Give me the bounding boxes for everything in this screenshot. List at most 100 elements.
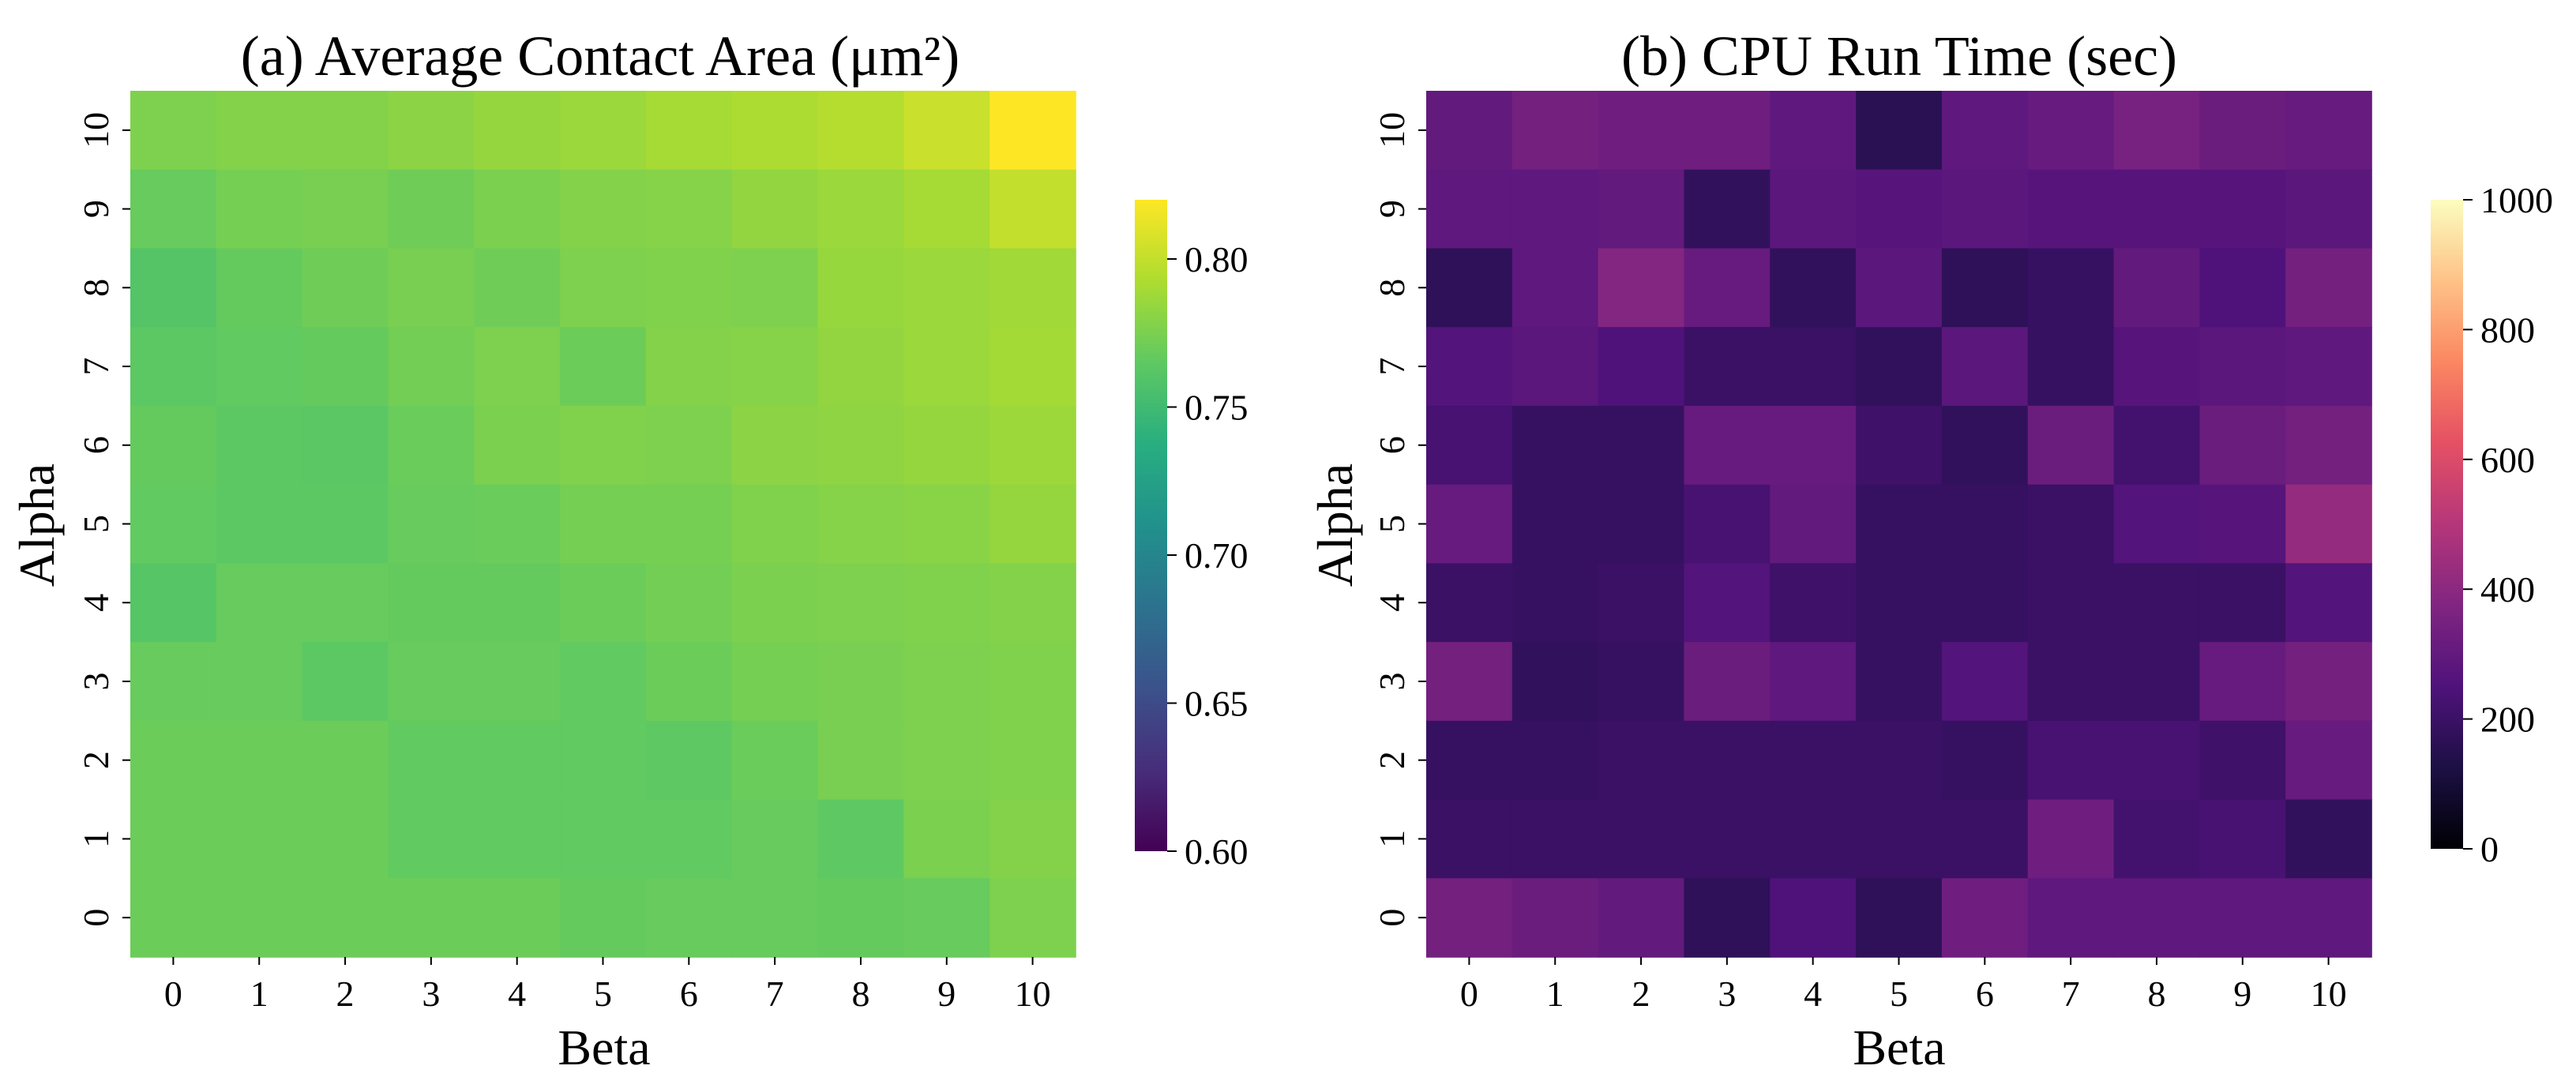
heatmap-cell xyxy=(1856,720,1943,801)
heatmap-cell xyxy=(2113,169,2201,250)
heatmap-cell xyxy=(731,91,819,171)
colorbar-tick-label: 0.65 xyxy=(1185,684,1249,724)
heatmap-cell xyxy=(2027,327,2115,407)
x-axis-label: Beta xyxy=(1853,1019,1945,1075)
y-tick-label: 10 xyxy=(76,112,116,148)
heatmap-cell xyxy=(1856,799,1943,880)
x-tick-label: 8 xyxy=(2147,974,2165,1014)
x-tick-label: 1 xyxy=(250,974,268,1014)
heatmap-cell xyxy=(1770,878,1857,958)
cpu-run-time-panel: (b) CPU Run Time (sec) 0 1 2 3 4 5 6 7 8 9 10 1098… xyxy=(1307,24,2553,1075)
heatmap-cell xyxy=(2199,720,2286,801)
heatmap-cell xyxy=(474,878,561,958)
heatmap-cell xyxy=(302,248,389,328)
y-tick-label: 8 xyxy=(76,279,116,297)
heatmap-cell xyxy=(1511,484,1599,565)
heatmap-cell xyxy=(1511,91,1599,171)
heatmap-cell xyxy=(645,405,733,486)
x-tick-label: 6 xyxy=(1976,974,1994,1014)
heatmap-cell xyxy=(2027,799,2115,880)
heatmap-cell xyxy=(1511,642,1599,722)
heatmap-cell xyxy=(645,248,733,328)
x-tick-label: 2 xyxy=(336,974,355,1014)
heatmap-cell xyxy=(645,878,733,958)
colorbar-tick-label: 400 xyxy=(2480,569,2535,610)
colorbar xyxy=(1135,200,1167,851)
heatmap-cell xyxy=(989,563,1076,643)
heatmap-cell xyxy=(1856,642,1943,722)
y-tick-label: 2 xyxy=(1372,751,1412,769)
heatmap-cell xyxy=(560,248,647,328)
heatmap-cell xyxy=(731,878,819,958)
heatmap-cell xyxy=(989,878,1076,958)
heatmap-cell xyxy=(1598,563,1685,643)
heatmap-cell xyxy=(216,484,303,565)
heatmap-cell xyxy=(388,799,475,880)
heatmap-cell xyxy=(302,327,389,407)
heatmap-cell xyxy=(989,327,1076,407)
heatmap-cell xyxy=(1684,327,1771,407)
heatmap-cell xyxy=(1770,642,1857,722)
heatmap-cell xyxy=(2113,642,2201,722)
heatmap-cell xyxy=(2113,563,2201,643)
heatmap-cell xyxy=(130,91,217,171)
colorbar-tick-label: 800 xyxy=(2480,310,2535,350)
heatmap-cell xyxy=(1426,327,1513,407)
heatmap-cell xyxy=(989,405,1076,486)
heatmap-cell xyxy=(560,91,647,171)
heatmap-cell xyxy=(903,327,990,407)
heatmap-cell xyxy=(474,91,561,171)
y-tick-label: 8 xyxy=(1372,279,1412,297)
y-tick-label: 1 xyxy=(1372,830,1412,848)
heatmap-cell xyxy=(903,248,990,328)
heatmap-cell xyxy=(817,878,905,958)
chart-title: (b) CPU Run Time (sec) xyxy=(1621,24,2177,88)
heatmap-cell xyxy=(2027,878,2115,958)
x-tick-label: 5 xyxy=(594,974,612,1014)
y-tick-label: 1 xyxy=(76,830,116,848)
colorbar-tick-label: 600 xyxy=(2480,440,2535,480)
y-tick-label: 7 xyxy=(1372,358,1412,376)
heatmap-cell xyxy=(1511,248,1599,328)
heatmap-cell xyxy=(2113,720,2201,801)
heatmap-cell xyxy=(731,248,819,328)
heatmap-cell xyxy=(1770,484,1857,565)
heatmap-cell xyxy=(1941,248,2029,328)
heatmap-cell xyxy=(1426,405,1513,486)
heatmap-cell xyxy=(1684,169,1771,250)
heatmap-cell xyxy=(2113,91,2201,171)
heatmap-cell xyxy=(1684,799,1771,880)
x-tick-label: 9 xyxy=(2233,974,2251,1014)
heatmap-cell xyxy=(903,405,990,486)
heatmap-cell xyxy=(216,642,303,722)
heatmap-cell xyxy=(1770,248,1857,328)
heatmap-cells xyxy=(130,91,1076,958)
heatmap-cell xyxy=(560,799,647,880)
heatmap-cell xyxy=(1941,405,2029,486)
y-tick-label: 0 xyxy=(1372,909,1412,927)
heatmap-cell xyxy=(130,720,217,801)
heatmap-cell xyxy=(989,642,1076,722)
heatmap-cell xyxy=(2113,799,2201,880)
heatmap-cell xyxy=(1684,563,1771,643)
x-tick-labels: 0 1 2 3 4 5 6 7 8 9 10 xyxy=(164,957,1051,1014)
y-axis-label: Alpha xyxy=(1307,463,1363,587)
heatmap-cell xyxy=(1426,248,1513,328)
heatmap-cell xyxy=(1941,563,2029,643)
heatmap-cell xyxy=(2113,484,2201,565)
heatmap-cell xyxy=(1684,484,1771,565)
x-tick-label: 2 xyxy=(1632,974,1650,1014)
x-tick-label: 7 xyxy=(2062,974,2080,1014)
heatmap-cell xyxy=(2113,327,2201,407)
y-tick-label: 4 xyxy=(76,594,116,612)
heatmap-cell xyxy=(817,169,905,250)
y-tick-label: 5 xyxy=(76,515,116,533)
heatmap-cell xyxy=(817,799,905,880)
heatmap-cell xyxy=(474,169,561,250)
heatmap-cell xyxy=(474,248,561,328)
heatmap-cell xyxy=(2285,563,2372,643)
heatmap-cell xyxy=(1941,642,2029,722)
heatmap-cell xyxy=(1426,878,1513,958)
